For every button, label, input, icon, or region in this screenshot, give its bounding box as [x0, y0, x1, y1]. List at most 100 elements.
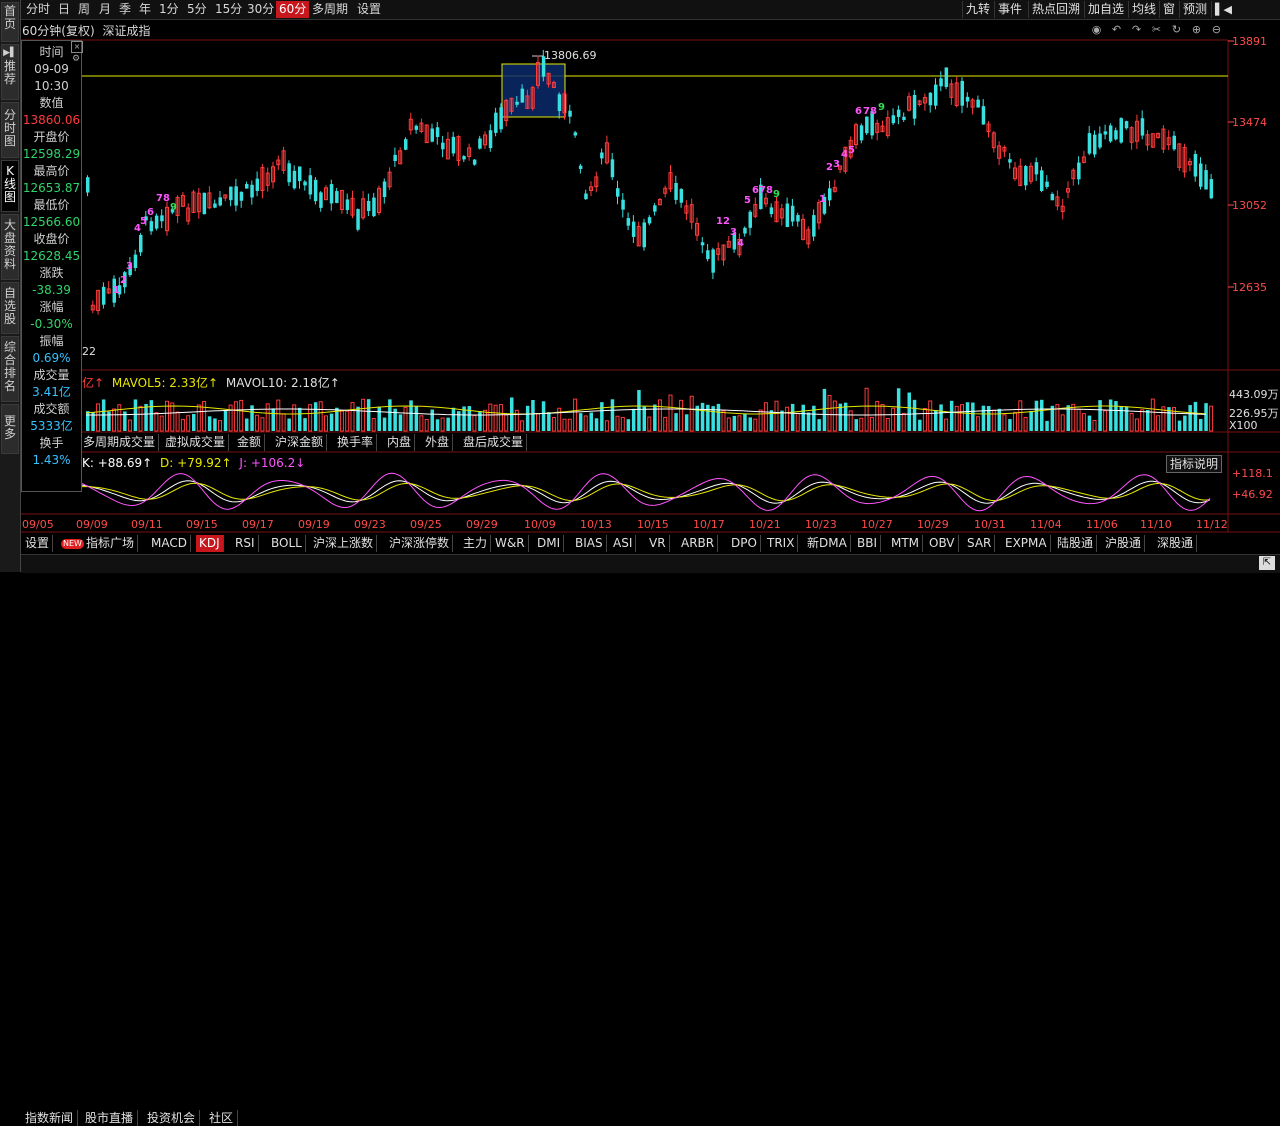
indicator-tab-kdj[interactable]: KDJ — [196, 535, 224, 552]
indicator-tab-vr[interactable]: VR — [646, 535, 670, 552]
indicator-tab-[interactable]: 陆股通 — [1054, 535, 1098, 552]
td-sequence-number: 7 — [759, 185, 766, 196]
date-axis-label: 09/11 — [131, 518, 163, 531]
subtab-outer[interactable]: 外盘 — [422, 434, 454, 451]
tab-timeshare[interactable]: 分时 — [26, 2, 51, 16]
tab-day[interactable]: 日 — [58, 2, 71, 16]
tab-30min[interactable]: 30分 — [247, 2, 275, 16]
subtab-amount[interactable]: 金额 — [234, 434, 266, 451]
add-watchlist-button[interactable]: 加自选 — [1084, 1, 1127, 18]
volume-bar — [1146, 409, 1150, 431]
undo-icon[interactable]: ↶ — [1111, 23, 1122, 36]
candle-down — [822, 196, 827, 214]
new-badge: NEW — [61, 539, 84, 549]
nav-watchlist[interactable]: 自选股 — [1, 282, 19, 334]
td-sequence-number: 2 — [120, 275, 127, 286]
indicator-tab-[interactable]: 沪股通 — [1102, 535, 1146, 552]
news-tab-live[interactable]: 股市直播 — [81, 1110, 139, 1126]
indicator-tab-trix[interactable]: TRIX — [764, 535, 799, 552]
events-button[interactable]: 事件 — [994, 1, 1025, 18]
indicator-tab-0[interactable]: 设置 — [22, 535, 54, 552]
nav-market-info[interactable]: 大盘资料 — [1, 214, 19, 280]
window-button[interactable]: 窗 — [1159, 1, 1178, 18]
indicator-tab-bbi[interactable]: BBI — [854, 535, 882, 552]
refresh-icon[interactable]: ↻ — [1171, 23, 1182, 36]
subtab-after-hours-volume[interactable]: 盘后成交量 — [460, 434, 528, 451]
tab-15min[interactable]: 15分 — [215, 2, 243, 16]
tab-1min[interactable]: 1分 — [159, 2, 179, 16]
volume-bar — [318, 401, 323, 432]
tab-year[interactable]: 年 — [139, 2, 152, 16]
indicator-tab-1[interactable]: NEW 指标广场 — [58, 535, 138, 552]
indicator-tab-[interactable]: 沪深涨停数 — [386, 535, 454, 552]
hotspot-review-button[interactable]: 热点回溯 — [1028, 1, 1083, 18]
redo-icon[interactable]: ↷ — [1131, 23, 1142, 36]
indicator-tab-boll[interactable]: BOLL — [268, 535, 306, 552]
candle-down — [796, 215, 800, 222]
candle-up — [689, 204, 694, 223]
indicator-tab-macd[interactable]: MACD — [148, 535, 191, 552]
tab-multi-period[interactable]: 多周期 — [312, 2, 349, 16]
subtab-multi-volume[interactable]: 多周期成交量 — [80, 434, 160, 451]
nav-more[interactable]: 更多 — [1, 404, 19, 454]
indicator-tab-arbr[interactable]: ARBR — [678, 535, 719, 552]
indicator-tab-dmi[interactable]: DMI — [534, 535, 565, 552]
indicator-tab-[interactable]: 深股通 — [1154, 535, 1198, 552]
nav-home[interactable]: 首页 — [1, 2, 19, 42]
date-axis-label: 10/29 — [917, 518, 949, 531]
indicator-tab-[interactable]: 沪深上涨数 — [310, 535, 378, 552]
pin-icon[interactable]: ⇱ — [1259, 556, 1275, 570]
candle-down — [472, 159, 477, 165]
nav-timeshare[interactable]: 分时图 — [1, 102, 19, 158]
news-tab-index-news[interactable]: 指数新闻 — [21, 1110, 79, 1126]
subtab-hs-amount[interactable]: 沪深金额 — [272, 434, 328, 451]
news-tab-community[interactable]: 社区 — [205, 1110, 239, 1126]
candle-up — [875, 122, 880, 133]
tab-settings[interactable]: 设置 — [357, 2, 382, 16]
collapse-left-icon[interactable]: ▌◀ — [1211, 1, 1235, 18]
zoom-out-icon[interactable]: ⊖ — [1211, 23, 1222, 36]
nine-turn-button[interactable]: 九转 — [962, 1, 993, 18]
indicator-tab-rsi[interactable]: RSI — [232, 535, 259, 552]
close-panel-icon[interactable]: × — [71, 41, 83, 53]
scissors-icon[interactable]: ✂ — [1151, 23, 1162, 36]
subtab-virtual-volume[interactable]: 虚拟成交量 — [162, 434, 230, 451]
candle-up — [445, 138, 450, 160]
indicator-tab-mtm[interactable]: MTM — [888, 535, 924, 552]
date-axis-label: 09/25 — [410, 518, 442, 531]
subtab-turnover[interactable]: 换手率 — [334, 434, 378, 451]
tab-5min[interactable]: 5分 — [187, 2, 207, 16]
nav-kline[interactable]: K线图 — [1, 160, 19, 212]
indicator-tab-wr[interactable]: W&R — [492, 535, 529, 552]
pct-value: -0.30% — [30, 317, 73, 331]
indicator-tab-dma[interactable]: 新DMA — [804, 535, 851, 552]
volume-bar — [975, 416, 980, 432]
tab-60min[interactable]: 60分 — [276, 1, 310, 18]
moving-average-button[interactable]: 均线 — [1128, 1, 1159, 18]
indicator-tab-sar[interactable]: SAR — [964, 535, 996, 552]
subtab-inner[interactable]: 内盘 — [384, 434, 416, 451]
volume-bar — [674, 413, 678, 431]
indicator-tab-bias[interactable]: BIAS — [572, 535, 607, 552]
indicator-tab-asi[interactable]: ASI — [610, 535, 637, 552]
news-tab-opportunity[interactable]: 投资机会 — [143, 1110, 201, 1126]
nav-recommend[interactable]: ▶▌ 推荐 — [1, 44, 19, 100]
nav-ranking[interactable]: 综合排名 — [1, 336, 19, 402]
tab-week[interactable]: 周 — [78, 2, 91, 16]
date-axis-label: 09/15 — [186, 518, 218, 531]
eye-icon[interactable]: ◉ — [1091, 23, 1102, 36]
tab-quarter[interactable]: 季 — [119, 2, 132, 16]
indicator-tab-dpo[interactable]: DPO — [728, 535, 761, 552]
candle-down — [441, 142, 445, 150]
tab-month[interactable]: 月 — [99, 2, 112, 16]
volume-bar — [997, 408, 1002, 431]
gear-icon[interactable]: ⚙ — [71, 54, 81, 64]
indicator-tab-[interactable]: 主力 — [460, 535, 492, 552]
indicator-tab-obv[interactable]: OBV — [926, 535, 959, 552]
zoom-in-icon[interactable]: ⊕ — [1191, 23, 1202, 36]
indicator-explain-button[interactable]: 指标说明 — [1166, 455, 1223, 473]
indicator-tab-expma[interactable]: EXPMA — [1002, 535, 1051, 552]
forecast-button[interactable]: 预测 — [1179, 1, 1210, 18]
volume-bar — [832, 400, 837, 432]
kline-chart[interactable] — [0, 0, 1280, 572]
